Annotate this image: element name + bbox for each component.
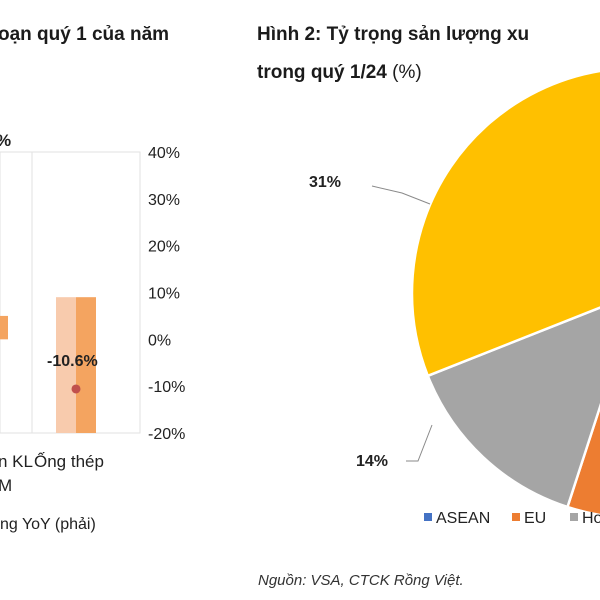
- x-tick-label: Ống thép: [34, 451, 104, 471]
- leader-line-hk: [371, 185, 431, 205]
- legend-other-swatch: [570, 513, 578, 521]
- bar-cat2-series1: [56, 297, 76, 433]
- right-chart-title-line2: trong quý 1/24 (%): [257, 62, 422, 84]
- right-chart-title-line1: Hình 2: Tỷ trọng sản lượng xu: [257, 24, 530, 45]
- bar-cat2-series2: [76, 297, 96, 433]
- yoy-marker: [71, 384, 81, 394]
- yoy-data-label: -10.6%: [47, 353, 98, 370]
- footnote: Nguồn: VSA, CTCK Rồng Việt.: [258, 572, 464, 589]
- left-chart-title: oạn quý 1 của năm: [0, 24, 170, 45]
- legend-eu-swatch: [512, 513, 520, 521]
- left-partial-top-label: %: [0, 131, 11, 150]
- legend-other-label: Ho: [582, 510, 600, 527]
- y-right-tick-label: -10%: [148, 379, 185, 396]
- y-right-tick-label: 40%: [148, 145, 180, 162]
- y-right-tick-label: -20%: [148, 426, 185, 443]
- pie-slice-other: [426, 306, 600, 509]
- y-right-tick-label: 10%: [148, 286, 180, 303]
- y-right-tick-label: 0%: [148, 332, 171, 349]
- right-chart-title-unit: (%): [392, 62, 422, 83]
- legend-eu-label: EU: [524, 510, 546, 527]
- leader-line-other: [406, 424, 433, 462]
- pie-label-hk: 31%: [309, 174, 341, 191]
- pie-slice-hk: [410, 69, 600, 378]
- right-chart-title-period: trong quý 1/24: [257, 62, 387, 83]
- legend-asean-label: ASEAN: [436, 510, 490, 527]
- x-tick-label: n KL: [0, 452, 33, 471]
- y-right-tick-label: 30%: [148, 192, 180, 209]
- legend-asean-swatch: [424, 513, 432, 521]
- y-right-tick-label: 20%: [148, 239, 180, 256]
- pie-label-other: 14%: [356, 453, 388, 470]
- bar-cat1-series2: [0, 315, 8, 340]
- x-tick-label: M: [0, 476, 12, 495]
- left-legend-text: ng YoY (phải): [0, 516, 96, 533]
